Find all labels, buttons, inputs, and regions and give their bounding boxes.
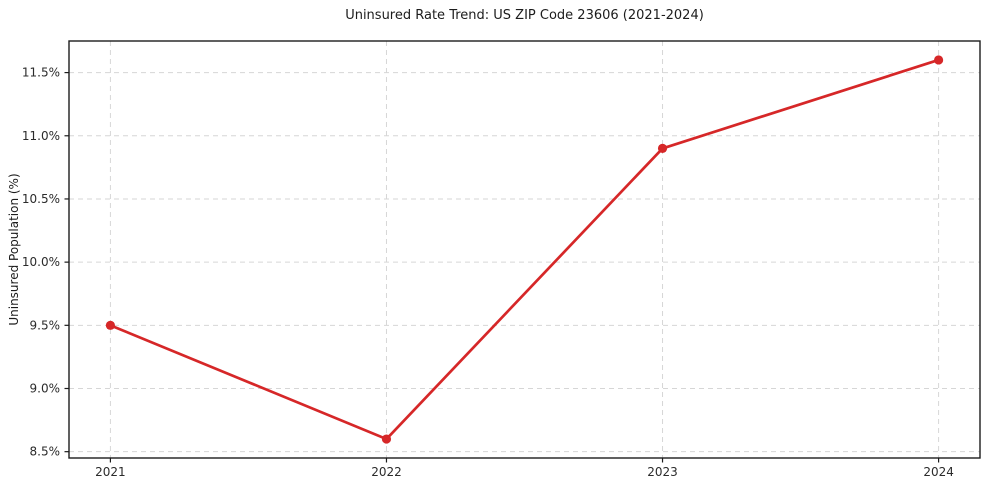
y-tick-label: 10.5% [22,192,60,206]
uninsured-rate-line [109,58,940,441]
x-tick-label: 2022 [371,465,402,479]
x-tick-label: 2024 [923,465,954,479]
y-tick-label: 11.0% [22,129,60,143]
y-tick-label: 9.0% [30,382,61,396]
data-point-marker [381,434,392,444]
x-tick-label: 2023 [647,465,678,479]
data-point-marker [933,55,944,65]
data-point-marker [657,143,668,154]
y-tick-label: 11.5% [22,66,60,80]
y-tick-label: 10.0% [22,255,60,269]
data-point-marker [105,320,116,330]
chart-title: Uninsured Rate Trend: US ZIP Code 23606 … [345,8,704,23]
x-tick-label: 2021 [95,465,126,479]
y-tick-label: 8.5% [30,445,61,459]
plot-border [68,40,981,459]
y-tick-label: 9.5% [30,318,61,332]
